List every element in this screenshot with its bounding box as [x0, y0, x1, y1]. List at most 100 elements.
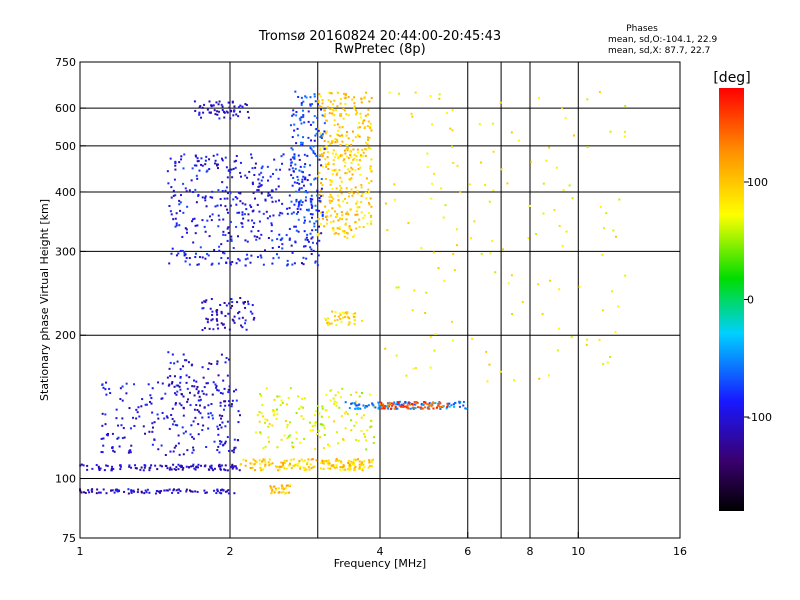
echo-point: [360, 211, 363, 214]
echo-point: [270, 490, 273, 493]
echo-point: [260, 167, 263, 170]
echo-point: [237, 312, 240, 315]
echo-point: [345, 147, 348, 150]
echo-point: [216, 204, 219, 207]
echo-point: [221, 488, 224, 491]
echo-point: [177, 434, 180, 437]
echo-point: [231, 399, 234, 402]
echo-point: [370, 222, 373, 225]
echo-point: [221, 414, 224, 417]
echo-point: [344, 96, 347, 99]
echo-point: [346, 311, 349, 314]
echo-point: [321, 217, 324, 220]
echo-point: [414, 402, 417, 405]
echo-point: [426, 166, 429, 169]
echo-point: [208, 327, 211, 330]
echo-point: [105, 464, 108, 467]
echo-point: [253, 173, 256, 176]
echo-point: [265, 387, 268, 390]
echo-point: [270, 222, 273, 225]
echo-point: [326, 106, 329, 109]
echo-point: [251, 181, 254, 184]
echo-point: [325, 119, 328, 122]
echo-point: [406, 404, 409, 407]
echo-point: [286, 212, 289, 215]
echo-point: [173, 420, 176, 423]
echo-point: [369, 197, 372, 200]
echo-point: [397, 403, 400, 406]
echo-point: [291, 445, 294, 448]
echo-point: [317, 175, 320, 178]
echo-point: [336, 172, 339, 175]
echo-point: [268, 458, 271, 461]
echo-point: [227, 358, 230, 361]
echo-point: [341, 387, 344, 390]
echo-point: [338, 406, 341, 409]
echo-point: [315, 132, 318, 135]
echo-point: [203, 406, 206, 409]
echo-point: [451, 320, 454, 323]
echo-point: [353, 467, 356, 470]
echo-point: [194, 109, 197, 112]
echo-point: [121, 437, 124, 440]
echo-point: [278, 491, 281, 494]
echo-point: [337, 204, 340, 207]
echo-point: [194, 256, 197, 259]
echo-point: [369, 165, 372, 168]
echo-point: [151, 411, 154, 414]
echo-point: [168, 204, 171, 207]
echo-point: [218, 117, 221, 120]
echo-point: [329, 142, 332, 145]
echo-point: [348, 317, 351, 320]
echo-point: [266, 419, 269, 422]
echo-point: [269, 485, 272, 488]
echo-point: [336, 138, 339, 141]
echo-point: [357, 458, 360, 461]
echo-point: [338, 134, 341, 137]
echo-point: [171, 353, 174, 356]
echo-point: [171, 417, 174, 420]
echo-point: [318, 412, 321, 415]
echo-point: [105, 492, 108, 495]
echo-point: [521, 300, 524, 303]
echo-point: [227, 388, 230, 391]
echo-point: [171, 491, 174, 494]
echo-point: [353, 157, 356, 160]
echo-point: [215, 386, 218, 389]
echo-point: [369, 147, 372, 150]
echo-point: [313, 95, 316, 98]
echo-point: [180, 393, 183, 396]
echo-point: [458, 401, 461, 404]
echo-point: [203, 386, 206, 389]
echo-point: [355, 413, 358, 416]
echo-point: [231, 301, 234, 304]
echo-point: [182, 353, 185, 356]
echo-point: [334, 141, 337, 144]
echo-point: [332, 229, 335, 232]
echo-point: [332, 465, 335, 468]
echo-point: [282, 153, 285, 156]
echo-point: [346, 316, 349, 319]
echo-point: [99, 491, 102, 494]
echo-point: [403, 405, 406, 408]
echo-point: [386, 404, 389, 407]
echo-point: [260, 395, 263, 398]
echo-point: [226, 469, 229, 472]
echo-point: [193, 394, 196, 397]
echo-point: [324, 132, 327, 135]
echo-point: [238, 110, 241, 113]
echo-point: [339, 468, 342, 471]
echo-point: [97, 491, 100, 494]
echo-point: [297, 154, 300, 157]
echo-point: [392, 403, 395, 406]
echo-point: [365, 197, 368, 200]
echo-point: [171, 247, 174, 250]
echo-point: [208, 235, 211, 238]
echo-point: [561, 244, 564, 247]
echo-point: [143, 464, 146, 467]
echo-point: [393, 407, 396, 410]
echo-point: [219, 468, 222, 471]
echo-point: [190, 364, 193, 367]
echo-point: [189, 433, 192, 436]
echo-point: [348, 195, 351, 198]
